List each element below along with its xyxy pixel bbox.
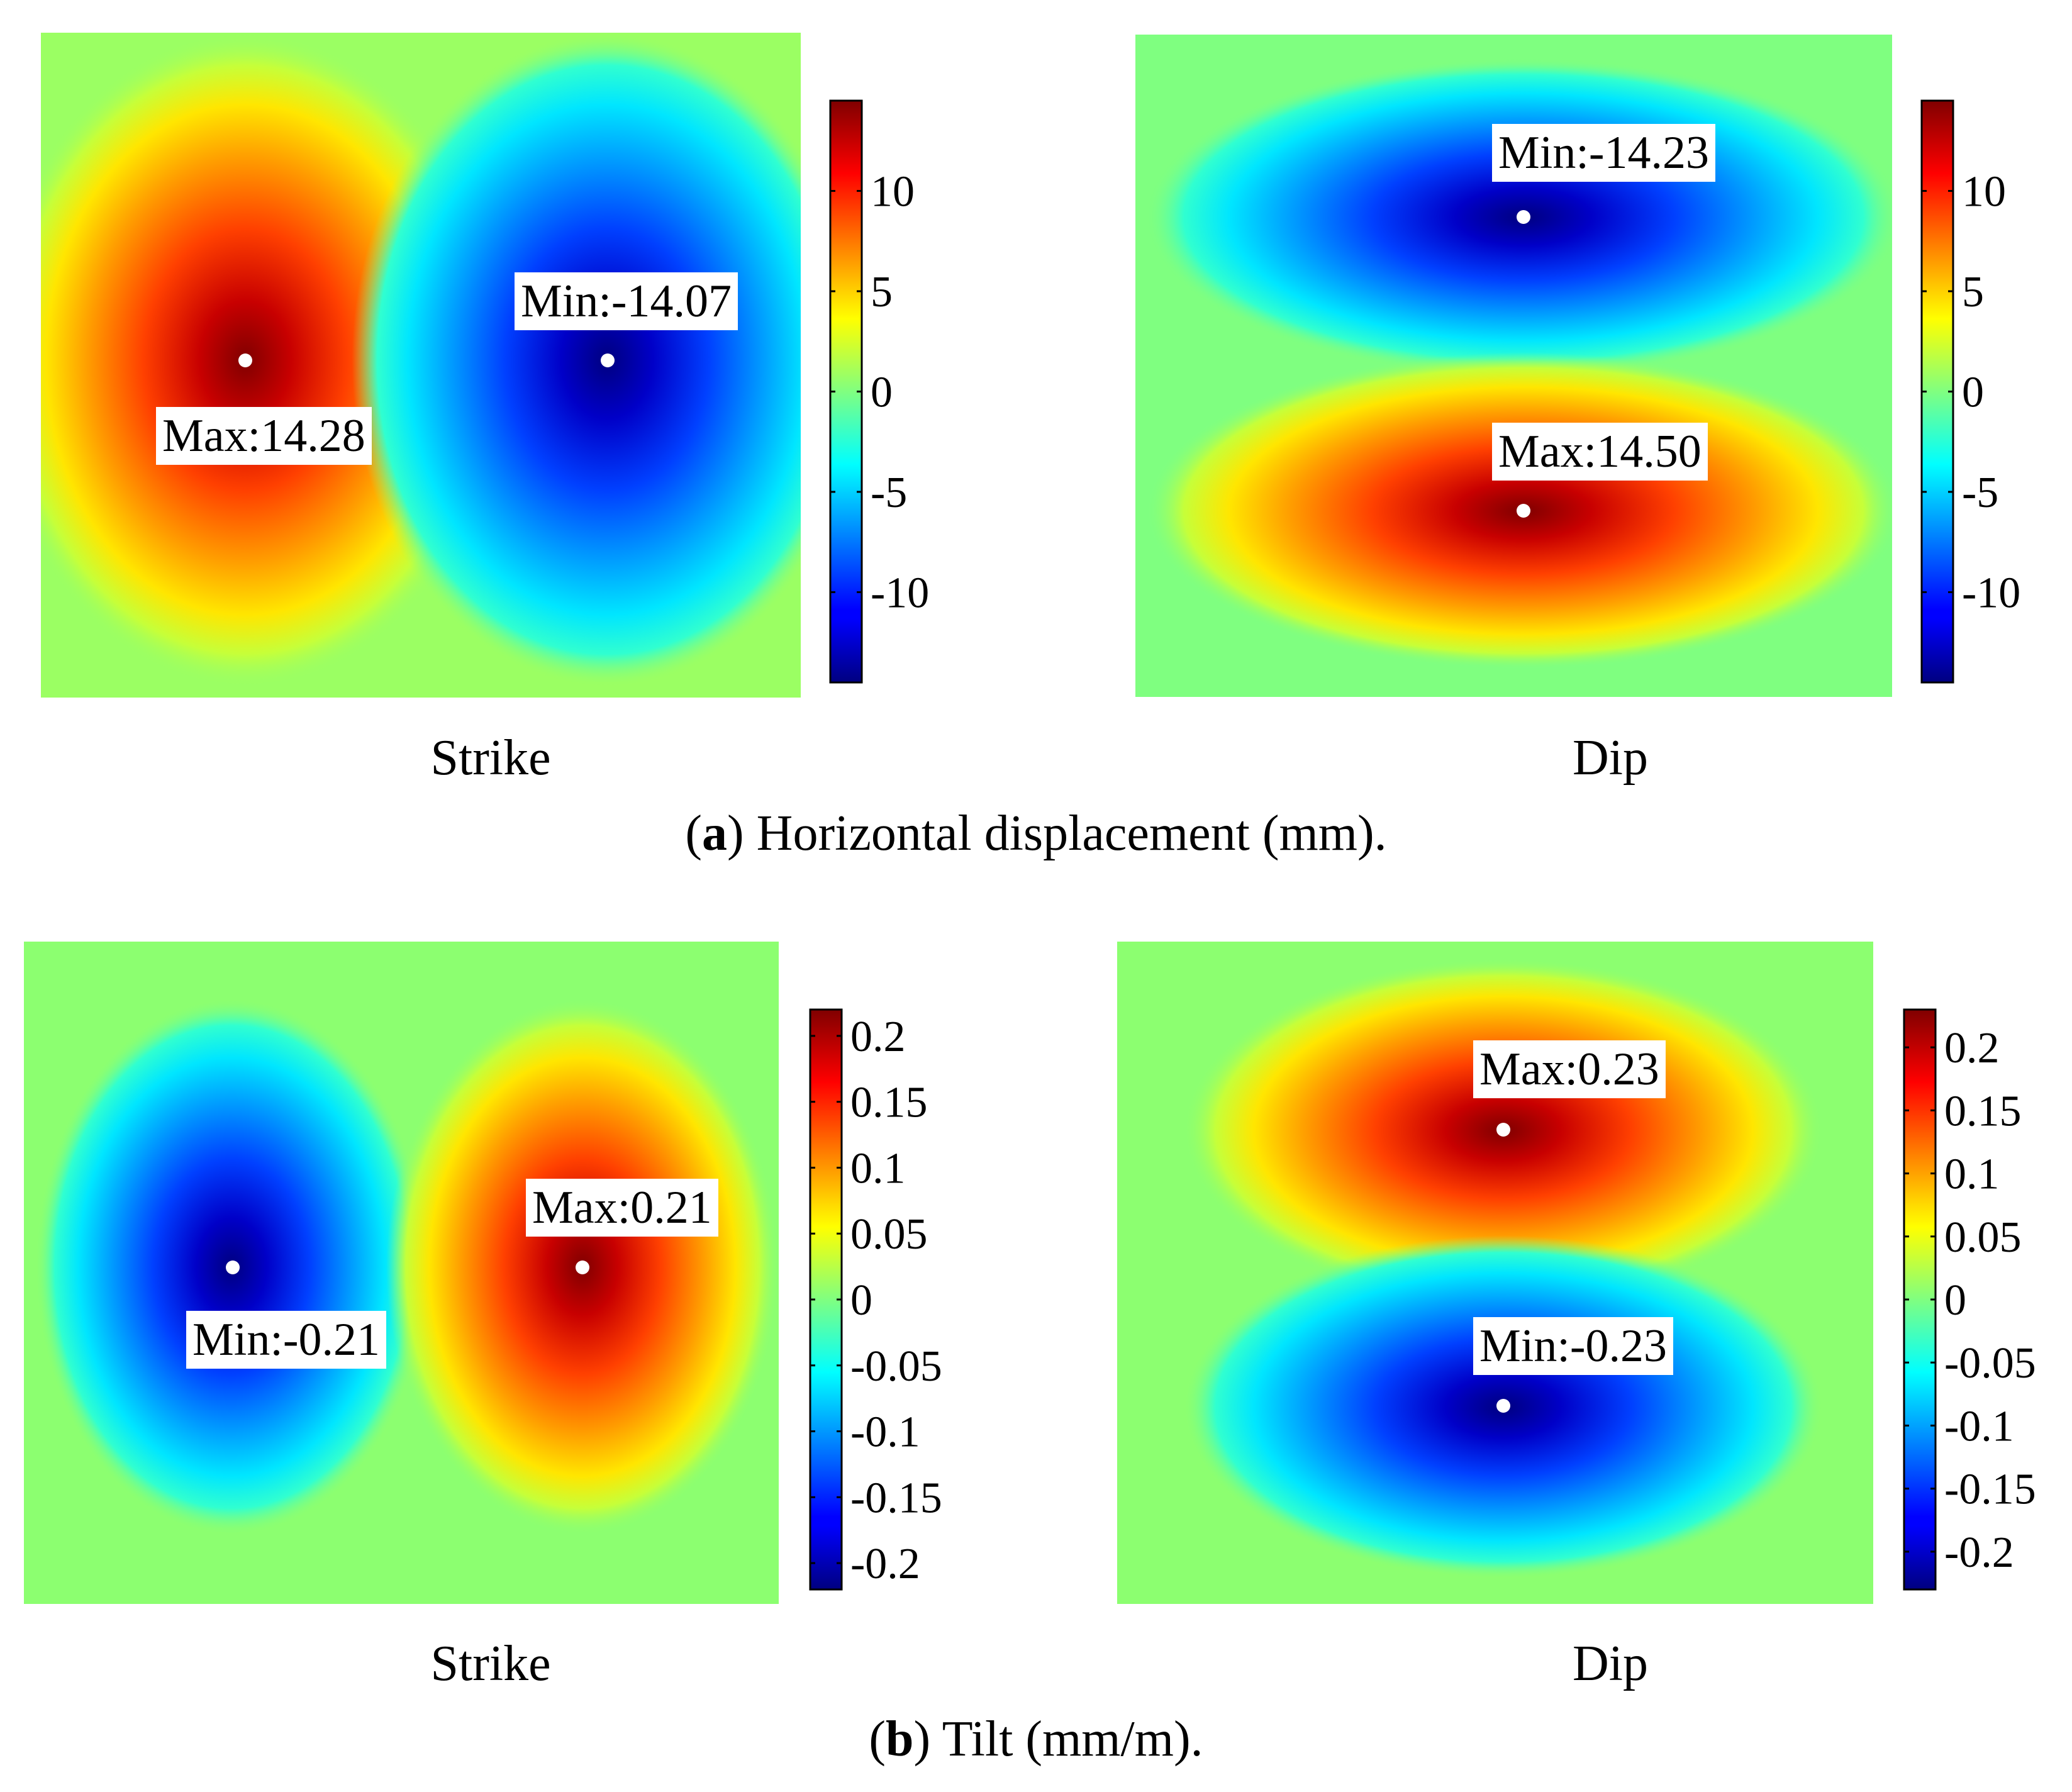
min-annotation: Min:-0.23 <box>1473 1317 1674 1375</box>
caption-text: ) Horizontal displacement (mm). <box>727 806 1387 861</box>
colorbar-tick-label: 0.05 <box>1944 1213 2022 1262</box>
min-annotation: Min:-14.07 <box>515 272 738 330</box>
heatmap-max-lobe <box>24 942 779 1604</box>
colorbar-tick-label: -10 <box>871 569 929 617</box>
caption-b: (b) Tilt (mm/m). <box>869 1711 1203 1767</box>
max-marker <box>1496 1123 1510 1137</box>
colorbar-tick-label: -0.1 <box>850 1408 920 1457</box>
panel-title: Strike <box>430 1636 551 1691</box>
max-annotation: Max:0.23 <box>1473 1040 1666 1098</box>
colorbar-tick-label: 5 <box>871 268 893 316</box>
max-marker <box>238 353 252 367</box>
max-marker <box>1517 504 1530 518</box>
colorbar-tick-label: -0.1 <box>1944 1402 2014 1450</box>
colorbar-b-dip: 0.2 0.15 0.1 0.05 0 -0.05 -0.1 -0.15 -0.2 <box>1903 1008 2036 1591</box>
colorbar-tick-label: 0.15 <box>850 1079 928 1127</box>
colorbar-tick-label: -0.05 <box>850 1342 942 1391</box>
heatmap-a-strike <box>41 33 801 698</box>
colorbar-tick-label: 0.1 <box>850 1144 906 1193</box>
colorbar-tick-label: -0.2 <box>1944 1528 2014 1577</box>
min-marker <box>1496 1399 1510 1413</box>
colorbar-tick-label: -5 <box>871 469 907 517</box>
colorbar-tick-label: 0.2 <box>1944 1024 2000 1072</box>
colorbar-gradient <box>809 1008 843 1591</box>
panel-title: Dip <box>1573 730 1648 786</box>
heatmap-b-strike <box>24 942 779 1604</box>
colorbar-tick-label: 5 <box>1962 268 1984 316</box>
colorbar-gradient <box>829 99 863 684</box>
caption-letter: a <box>702 806 728 861</box>
colorbar-a-dip: 10 5 0 -5 -10 <box>1920 99 2020 684</box>
max-annotation: Max:14.28 <box>156 407 372 465</box>
caption-letter: b <box>886 1711 914 1767</box>
colorbar-tick-label: -5 <box>1962 469 1998 517</box>
colorbar-tick-label: 0 <box>1944 1276 1966 1325</box>
colorbar-b-strike: 0.2 0.15 0.1 0.05 0 -0.05 -0.1 -0.15 -0.2 <box>809 1008 942 1591</box>
colorbar-tick-label: 0.2 <box>850 1013 906 1061</box>
max-annotation: Max:0.21 <box>526 1179 718 1237</box>
min-marker <box>226 1261 240 1274</box>
colorbar-tick-label: 0.05 <box>850 1210 928 1259</box>
colorbar-a-strike: 10 5 0 -5 -10 <box>829 99 929 684</box>
panel-title: Dip <box>1573 1636 1648 1691</box>
min-annotation: Min:-0.21 <box>186 1311 387 1369</box>
colorbar-tick-label: 10 <box>871 168 915 216</box>
panel-title: Strike <box>430 730 551 786</box>
colorbar-tick-label: -0.15 <box>850 1474 942 1522</box>
colorbar-tick-label: 0.1 <box>1944 1150 2000 1199</box>
colorbar-tick-label: 10 <box>1962 168 2006 216</box>
caption-text: ) Tilt (mm/m). <box>913 1711 1203 1767</box>
colorbar-gradient <box>1920 99 1954 684</box>
min-marker <box>1517 210 1530 224</box>
heatmap-min-lobe <box>41 33 801 698</box>
min-marker <box>601 353 615 367</box>
caption-a: (a) Horizontal displacement (mm). <box>685 806 1387 861</box>
colorbar-tick-label: 0.15 <box>1944 1087 2022 1135</box>
max-annotation: Max:14.50 <box>1492 423 1708 481</box>
colorbar-tick-label: -0.15 <box>1944 1466 2036 1514</box>
colorbar-tick-label: 0 <box>871 369 893 417</box>
colorbar-tick-label: -10 <box>1962 569 2020 617</box>
colorbar-tick-label: 0 <box>850 1276 872 1325</box>
colorbar-tick-label: -0.2 <box>850 1540 920 1588</box>
colorbar-tick-label: -0.05 <box>1944 1339 2036 1388</box>
colorbar-tick-label: 0 <box>1962 369 1984 417</box>
min-annotation: Min:-14.23 <box>1492 124 1716 182</box>
max-marker <box>576 1261 589 1274</box>
